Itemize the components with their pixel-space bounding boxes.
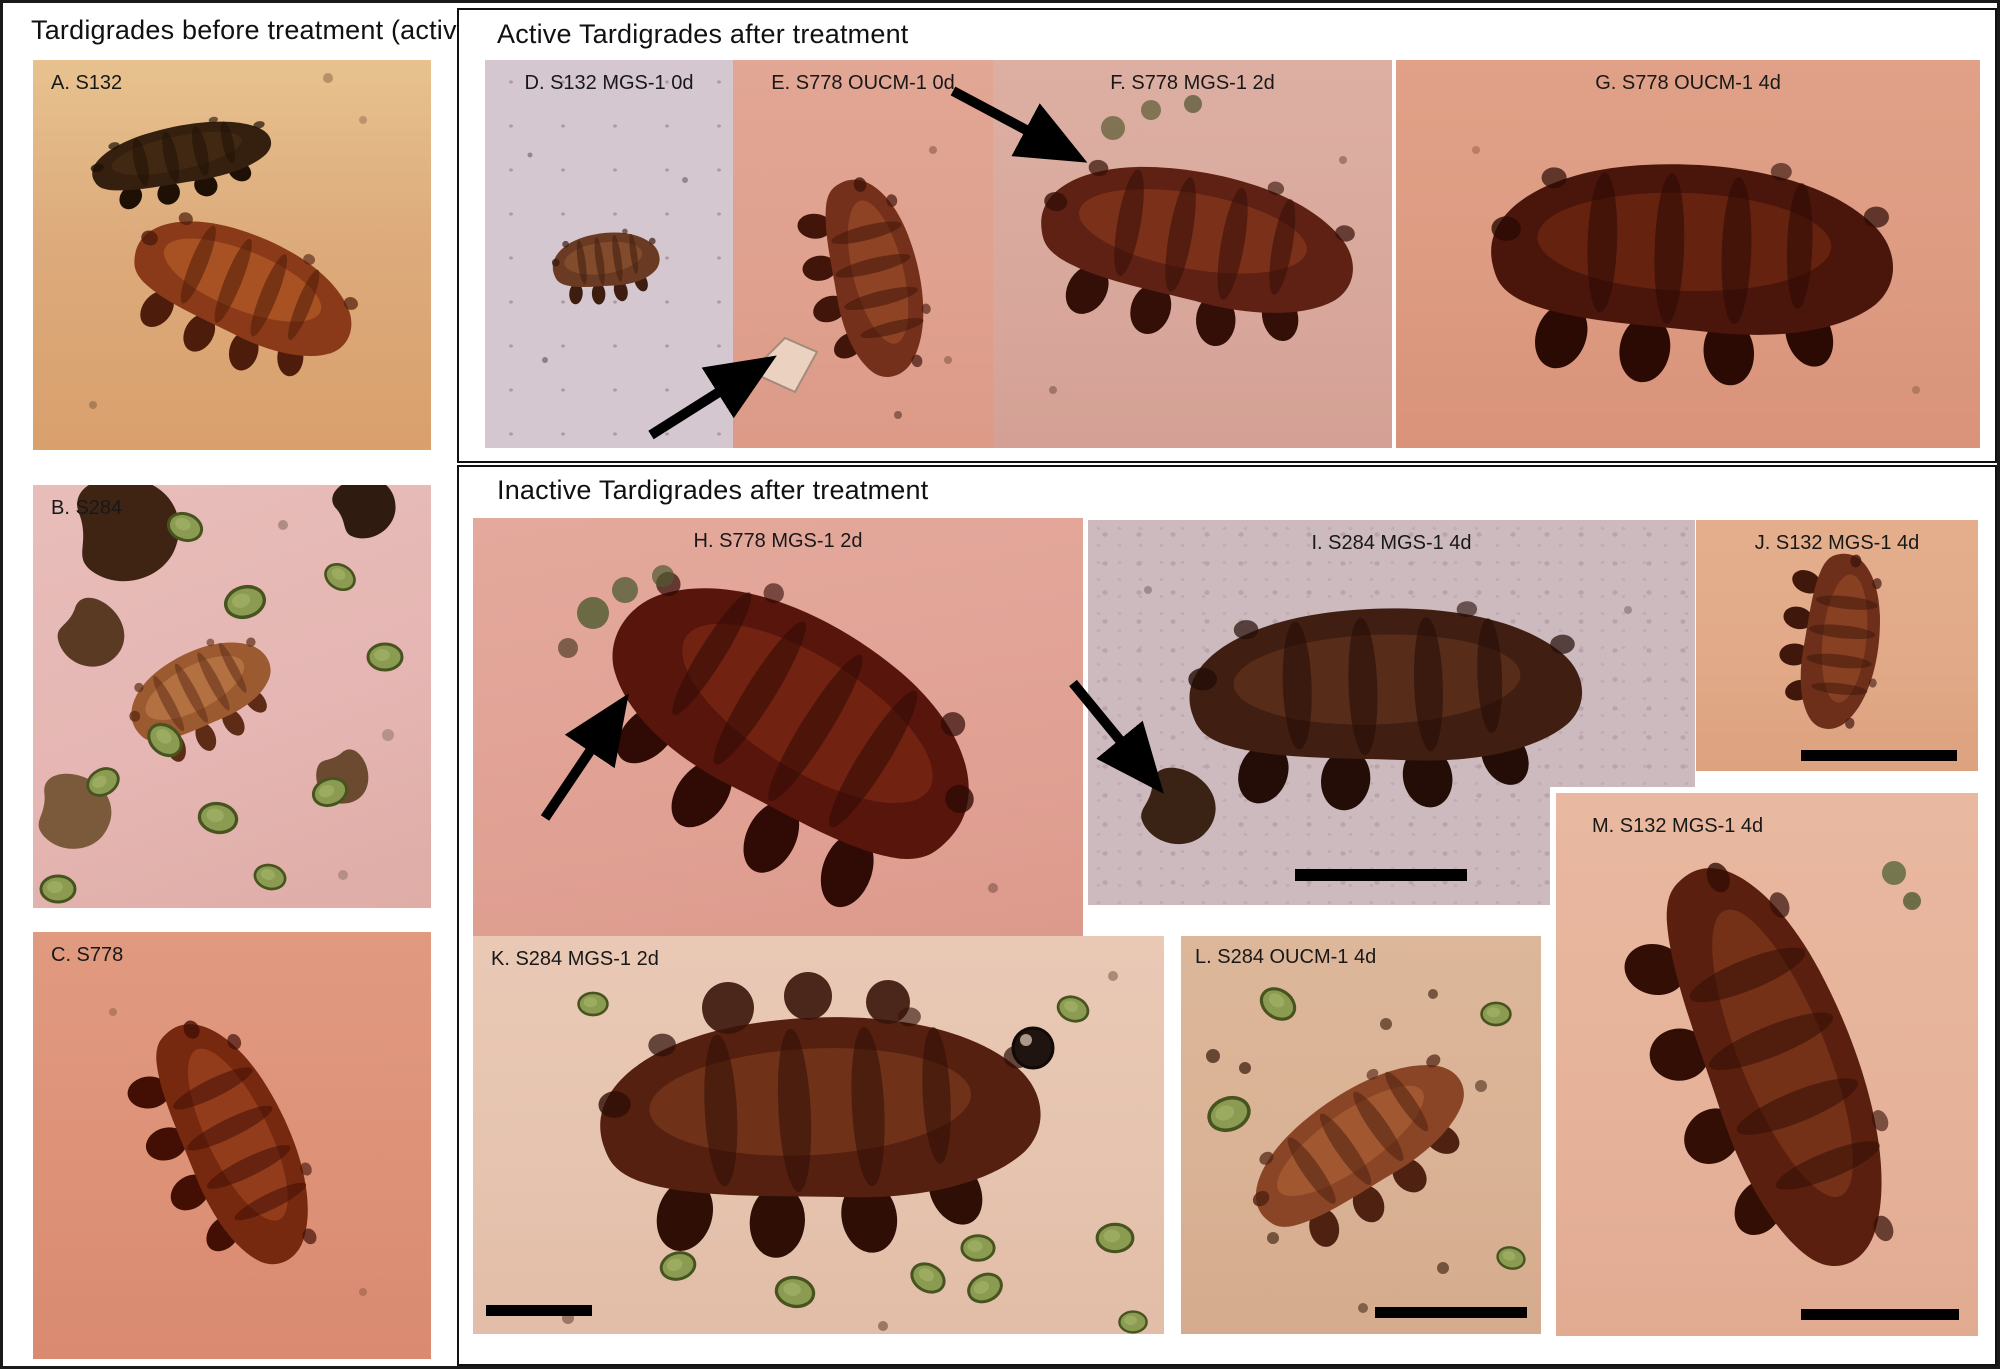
panel-i-label: I. S284 MGS-1 4d: [1311, 532, 1472, 554]
panel-e-label: E. S778 OUCM-1 0d: [771, 72, 955, 94]
panel-d: D. S132 MGS-1 0d: [485, 60, 733, 448]
shed-cuticle: [749, 336, 819, 394]
scale-bar-panel-m: [1801, 1309, 1959, 1320]
micrograph-j-art: [1771, 547, 1890, 734]
micrograph-m-art: [1588, 838, 1933, 1305]
panel-c: C. S778: [33, 932, 431, 1359]
panel-l: L. S284 OUCM-1 4d: [1181, 936, 1541, 1334]
panel-h: H. S778 MGS-1 2d: [473, 518, 1083, 936]
panel-a: A. S132: [33, 60, 431, 450]
micrograph-g-art: [1472, 146, 1920, 394]
panel-j: J. S132 MGS-1 4d: [1696, 520, 1978, 771]
micrograph-b-art: [33, 485, 405, 904]
panel-f-label: F. S778 MGS-1 2d: [1110, 72, 1275, 94]
scale-bar-panel-j: [1801, 750, 1957, 761]
micrograph-c-art: [102, 1000, 367, 1296]
panel-j-label: J. S132 MGS-1 4d: [1754, 532, 1920, 554]
scale-bar-panel-l: [1375, 1307, 1527, 1318]
panel-d-label: D. S132 MGS-1 0d: [524, 72, 694, 94]
scale-bar-panel-i: [1295, 869, 1467, 881]
micrograph-d-art: [527, 152, 688, 363]
panel-m: M. S132 MGS-1 4d: [1550, 787, 1978, 1336]
micrograph-e-art: [749, 146, 952, 419]
section-title-inactive: Inactive Tardigrades after treatment: [497, 475, 929, 505]
panel-k-label: K. S284 MGS-1 2d: [491, 948, 659, 970]
panel-b: B. S284: [33, 485, 431, 908]
panel-i: I. S284 MGS-1 4d: [1088, 520, 1695, 905]
panel-f: F. S778 MGS-1 2d: [993, 60, 1392, 448]
micrograph-a-art: [85, 73, 373, 409]
section-title-before: Tardigrades before treatment (active): [31, 15, 482, 45]
panel-e: E. S778 OUCM-1 0d: [733, 60, 993, 448]
panel-h-label: H. S778 MGS-1 2d: [693, 530, 863, 552]
panel-a-label: A. S132: [51, 72, 123, 94]
micrograph-l-art: [1202, 981, 1529, 1313]
micrograph-i-art: [1131, 586, 1632, 857]
section-title-active: Active Tardigrades after treatment: [497, 19, 909, 49]
panel-m-label: M. S132 MGS-1 4d: [1592, 815, 1764, 837]
micrograph-f-art: [1024, 95, 1367, 394]
panel-b-label: B. S284: [51, 497, 123, 519]
panel-k: K. S284 MGS-1 2d: [473, 936, 1164, 1334]
panel-g: G. S778 OUCM-1 4d: [1396, 60, 1980, 448]
panel-l-label: L. S284 OUCM-1 4d: [1195, 946, 1377, 968]
micrograph-h-art: [547, 525, 1018, 936]
micrograph-k-art: [562, 971, 1148, 1334]
panel-g-label: G. S778 OUCM-1 4d: [1595, 72, 1781, 94]
panel-c-label: C. S778: [51, 944, 124, 966]
scale-bar-panel-k: [486, 1305, 592, 1316]
